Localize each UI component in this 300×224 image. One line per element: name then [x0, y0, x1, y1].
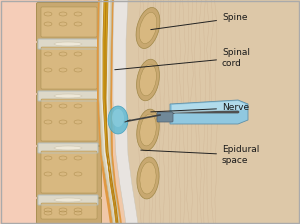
- FancyBboxPatch shape: [37, 146, 101, 198]
- Polygon shape: [103, 0, 117, 224]
- Ellipse shape: [139, 12, 157, 44]
- Polygon shape: [113, 0, 300, 224]
- FancyBboxPatch shape: [41, 99, 97, 141]
- Ellipse shape: [137, 109, 159, 151]
- Ellipse shape: [140, 64, 156, 96]
- Text: Epidural
space: Epidural space: [141, 145, 260, 165]
- Text: Spine: Spine: [151, 13, 248, 30]
- Polygon shape: [113, 0, 138, 224]
- FancyBboxPatch shape: [37, 198, 101, 224]
- FancyBboxPatch shape: [37, 95, 101, 146]
- Ellipse shape: [136, 8, 160, 48]
- Polygon shape: [97, 0, 122, 224]
- FancyBboxPatch shape: [38, 39, 98, 49]
- Ellipse shape: [136, 59, 159, 101]
- FancyBboxPatch shape: [38, 143, 98, 153]
- Text: Nerve: Nerve: [151, 103, 249, 112]
- Ellipse shape: [112, 109, 124, 127]
- FancyBboxPatch shape: [41, 151, 97, 193]
- Ellipse shape: [108, 106, 128, 134]
- FancyBboxPatch shape: [38, 91, 98, 101]
- Ellipse shape: [140, 162, 156, 194]
- Polygon shape: [170, 100, 248, 124]
- Bar: [0, 0, 38, 224]
- Ellipse shape: [54, 42, 82, 46]
- Polygon shape: [101, 0, 118, 224]
- FancyBboxPatch shape: [37, 2, 101, 41]
- Polygon shape: [99, 0, 120, 224]
- Ellipse shape: [54, 94, 82, 98]
- Ellipse shape: [140, 114, 156, 146]
- Text: Spinal
cord: Spinal cord: [115, 48, 250, 70]
- Ellipse shape: [137, 157, 159, 199]
- Polygon shape: [172, 101, 245, 113]
- FancyBboxPatch shape: [41, 47, 97, 89]
- FancyBboxPatch shape: [41, 7, 97, 37]
- FancyBboxPatch shape: [38, 195, 98, 205]
- FancyBboxPatch shape: [41, 203, 97, 219]
- Ellipse shape: [54, 198, 82, 202]
- Ellipse shape: [54, 146, 82, 150]
- FancyBboxPatch shape: [37, 43, 101, 93]
- FancyBboxPatch shape: [157, 112, 173, 122]
